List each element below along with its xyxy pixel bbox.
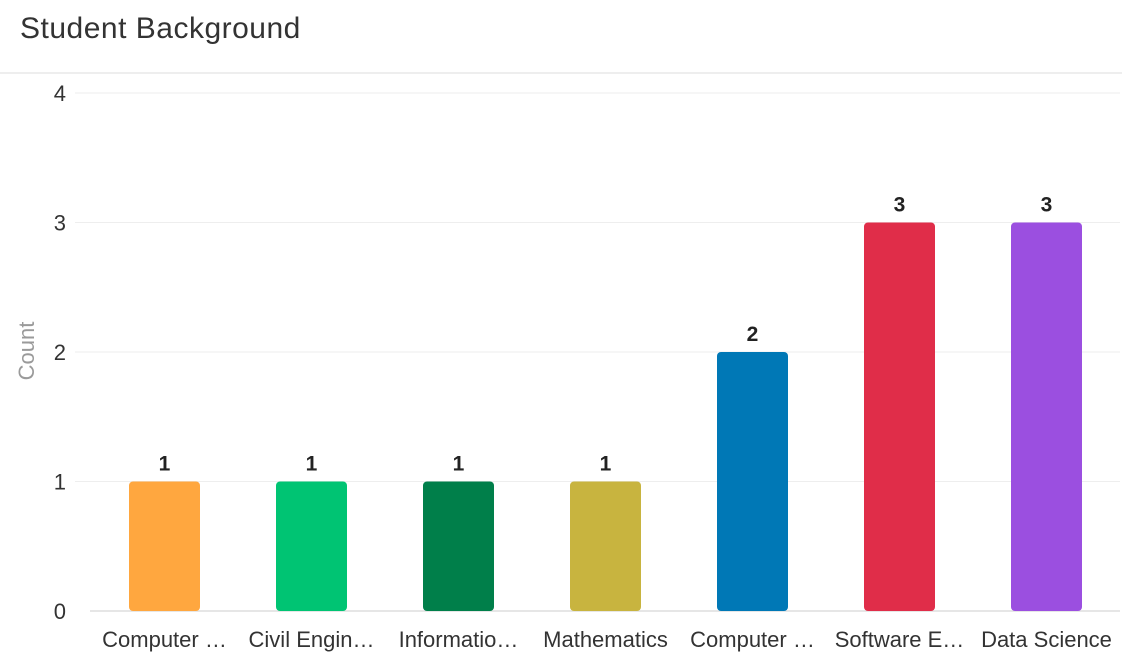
bars [129, 222, 1082, 612]
bar[interactable] [1011, 222, 1082, 612]
y-tick-label: 4 [54, 81, 66, 106]
bar-data-label: 2 [747, 323, 759, 346]
y-tick-label: 0 [54, 599, 66, 624]
x-category-label: Computer … [690, 627, 815, 652]
y-axis-title: Count [14, 322, 39, 381]
bar[interactable] [717, 352, 788, 611]
x-category-label: Civil Engin… [249, 627, 375, 652]
y-tick-label: 3 [54, 211, 66, 236]
bar[interactable] [276, 481, 347, 612]
chart-header: Student Background [0, 0, 1122, 74]
bar-data-label: 3 [894, 194, 906, 217]
x-category-label: Software E… [835, 627, 965, 652]
bar-data-label: 1 [306, 453, 318, 476]
bar[interactable] [423, 481, 494, 612]
y-tick-label: 1 [54, 470, 66, 495]
x-category-label: Data Science [981, 627, 1112, 652]
bar[interactable] [570, 481, 641, 612]
bar-data-label: 1 [600, 453, 612, 476]
bar-data-label: 3 [1041, 194, 1053, 217]
x-category-label: Computer … [102, 627, 227, 652]
x-category-label: Mathematics [543, 627, 668, 652]
chart-title: Student Background [20, 12, 301, 45]
data-labels: 1 1 1 1 2 3 3 [159, 194, 1053, 476]
x-axis-categories: Computer … Civil Engin… Informatio… Mathema… [102, 627, 1112, 652]
y-tick-label: 2 [54, 340, 66, 365]
x-category-label: Informatio… [399, 627, 519, 652]
bar-data-label: 1 [159, 453, 171, 476]
y-axis-ticks: 0 1 2 3 4 [54, 81, 66, 624]
bar[interactable] [129, 481, 200, 612]
bar[interactable] [864, 222, 935, 612]
bar-data-label: 1 [453, 453, 465, 476]
